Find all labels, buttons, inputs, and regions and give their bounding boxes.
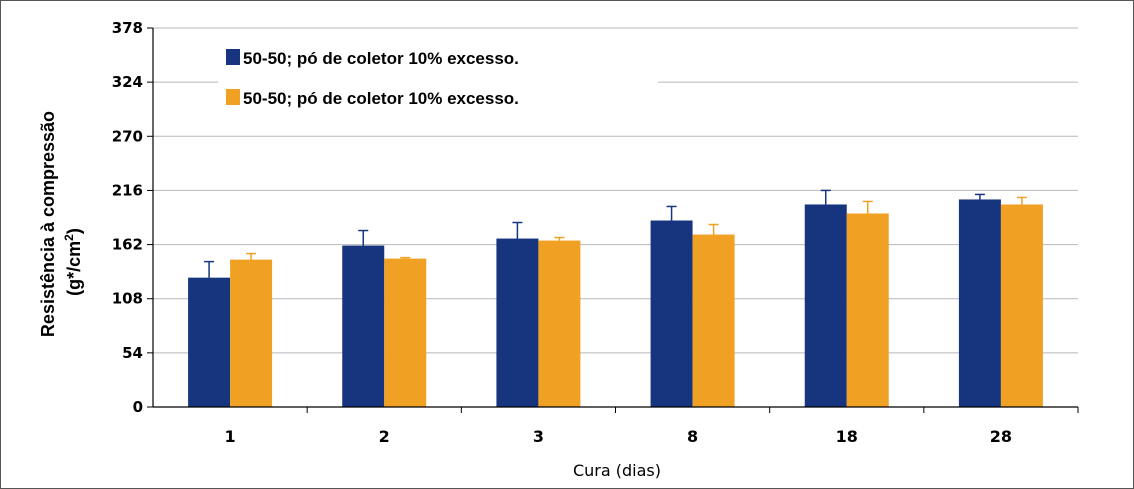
bar-series-2-8 [692, 234, 735, 407]
bar-series-1-28 [958, 199, 1001, 407]
y-tick-label: 108 [112, 290, 143, 308]
y-tick-label: 0 [133, 398, 143, 416]
bar-series-2-2 [384, 258, 427, 407]
y-axis-title-line-1: Resistência à compressão [38, 111, 58, 337]
y-tick-label: 162 [112, 236, 143, 254]
bar-series-1-1 [188, 277, 231, 407]
legend-label-series-1: 50-50; pó de coletor 10% excesso. [243, 49, 519, 68]
x-tick-label: 28 [990, 427, 1012, 446]
x-tick-label: 3 [533, 427, 544, 446]
y-axis-title-line-2: (g*/cm2) [62, 228, 84, 296]
x-tick-label: 2 [379, 427, 390, 446]
y-axis-ticks: 0 54 108 162 216 270 324 378 [112, 19, 153, 416]
y-axis-title-prefix: (g*/cm [64, 241, 84, 296]
y-tick-label: 54 [122, 344, 143, 362]
y-axis-title-superscript: 2 [62, 234, 76, 241]
y-tick-label: 378 [112, 19, 143, 37]
bar-series-1-2 [342, 245, 385, 407]
bar-series-1-3 [496, 238, 539, 407]
y-tick-label: 324 [112, 73, 143, 91]
legend-background [218, 40, 658, 118]
legend: 50-50; pó de coletor 10% excesso. 50-50;… [218, 40, 658, 118]
bar-series-1-18 [804, 204, 847, 407]
x-axis-ticks: 1 2 3 8 18 28 [225, 407, 1079, 446]
legend-swatch-series-2 [226, 89, 240, 105]
y-tick-label: 216 [112, 181, 143, 199]
x-axis-title: Cura (dias) [573, 461, 661, 480]
bars [188, 189, 1043, 407]
bar-series-2-1 [230, 259, 273, 407]
bar-series-2-18 [846, 213, 889, 407]
x-tick-label: 1 [225, 427, 236, 446]
x-tick-label: 18 [836, 427, 858, 446]
legend-swatch-series-1 [226, 49, 240, 65]
bar-series-1-8 [650, 220, 693, 407]
legend-label-series-2: 50-50; pó de coletor 10% excesso. [243, 89, 519, 108]
y-tick-label: 270 [112, 127, 143, 145]
y-axis-title-suffix: ) [64, 228, 84, 234]
bar-series-2-28 [1000, 204, 1043, 407]
x-tick-label: 8 [687, 427, 698, 446]
bar-series-2-3 [538, 240, 581, 407]
